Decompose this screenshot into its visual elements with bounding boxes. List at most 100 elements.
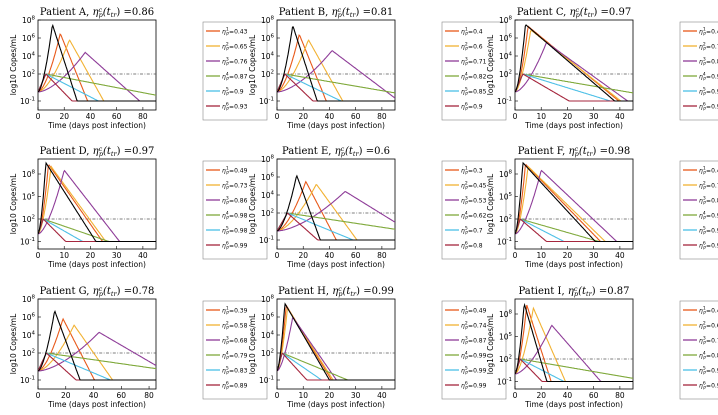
- legend-sup: 6: [465, 102, 468, 108]
- title-ttr-sub: tr: [111, 11, 118, 19]
- legend-label: η4 p=0.98: [222, 211, 248, 221]
- y-tick-base: 10: [259, 376, 269, 385]
- legend-sup: 2: [226, 321, 229, 327]
- title-ttr-sub: tr: [586, 290, 593, 298]
- legend-box: [679, 160, 718, 260]
- panel-title: Patient H, ηc p(ttr) =0.99: [278, 285, 394, 298]
- y-axis-label: log10 Copes/mL: [9, 313, 18, 374]
- legend-sup: 1: [226, 166, 229, 172]
- x-axis-label: Time (days post infection): [47, 400, 146, 409]
- x-tick-label: 20: [298, 112, 308, 121]
- legend-eta: η: [222, 243, 226, 250]
- legend-sup: 1: [465, 166, 468, 172]
- legend-value: =0.71: [468, 59, 487, 66]
- series-4-line: [277, 73, 395, 94]
- legend-sup: 6: [703, 381, 706, 387]
- legend-box: [679, 300, 718, 400]
- legend-label: η3 p=0.87: [461, 336, 487, 346]
- x-tick-label: 30: [589, 112, 599, 121]
- y-tick-base: 10: [261, 349, 271, 358]
- y-tick-base: 10: [22, 34, 32, 43]
- legend-sup: 1: [226, 27, 229, 33]
- legend-sup: 3: [465, 57, 468, 63]
- y-tick-base: 10: [20, 97, 30, 106]
- title-value: ) =0.86: [116, 7, 154, 18]
- x-tick-label: 80: [377, 112, 387, 121]
- y-tick-base: 10: [22, 170, 32, 179]
- title-ttr-sub: tr: [587, 150, 594, 158]
- x-tick-label: 80: [615, 391, 625, 400]
- legend-sup: 6: [465, 381, 468, 387]
- x-tick-label: 40: [138, 251, 148, 260]
- legend-value: =0.76: [229, 59, 248, 66]
- y-tick-exp: 6: [271, 34, 275, 40]
- legend-sub: p: [702, 77, 706, 82]
- legend-value: =0.76: [706, 338, 718, 345]
- legend-eta: η: [461, 74, 465, 81]
- panel-title: Patient E, ηc p(ttr) =0.6: [282, 145, 390, 158]
- y-tick-base: 10: [22, 70, 32, 79]
- legend-sub: p: [702, 386, 706, 391]
- panel-c: Patient C, ηc p(ttr) =0.9710-110210410610…: [486, 6, 718, 130]
- legend-sub: p: [464, 356, 468, 361]
- legend-eta: η: [461, 104, 465, 111]
- legend-box: [202, 160, 268, 260]
- y-tick-label: 10-1: [20, 97, 35, 107]
- legend-sup: 2: [465, 42, 468, 48]
- y-tick-exp: 4: [509, 52, 513, 58]
- title-ttr-sub: tr: [588, 11, 595, 19]
- legend-sup: 1: [226, 306, 229, 312]
- baseline-line: [38, 23, 156, 102]
- legend-sup: 3: [703, 336, 706, 342]
- legend-sup: 5: [226, 366, 229, 372]
- legend-label: η5 p=0.83: [222, 366, 248, 376]
- y-tick-label: 104: [261, 331, 275, 341]
- legend-label: η3p=0.86: [699, 196, 718, 206]
- title-ttr-sub: tr: [350, 11, 357, 19]
- x-tick-label: 60: [351, 112, 361, 121]
- y-tick-base: 10: [22, 193, 32, 202]
- legend-value: =0.43: [229, 29, 248, 36]
- series-3-line: [277, 191, 395, 232]
- y-tick-base: 10: [261, 70, 271, 79]
- legend-eta: η: [699, 228, 703, 235]
- y-tick-exp: 2: [509, 355, 513, 361]
- legend-sub: p: [702, 171, 706, 176]
- x-axis-label: Time (days post infection): [47, 121, 146, 130]
- x-tick-label: 20: [325, 391, 335, 400]
- x-tick-label: 20: [536, 391, 546, 400]
- legend-sup: 2: [226, 42, 229, 48]
- title-eta-sup: c: [99, 285, 103, 293]
- y-tick-label: 108: [261, 155, 275, 165]
- panel-g: Patient G, ηc p(ttr) =0.7810-110210410610…: [9, 285, 268, 409]
- legend-sub: p: [464, 201, 468, 206]
- legend-sub: p: [225, 62, 229, 67]
- legend-label: η6p=0.93: [699, 381, 718, 391]
- y-tick-label: 106: [261, 34, 275, 44]
- title-ttr: (t: [103, 7, 112, 18]
- legend-label: η4p=0.96: [699, 211, 718, 221]
- x-tick-label: 0: [513, 251, 518, 260]
- legend-eta: η: [461, 323, 465, 330]
- legend-value: =0.73: [706, 183, 718, 190]
- x-tick-label: 40: [86, 112, 96, 121]
- series-4-line: [38, 352, 156, 372]
- legend-eta: η: [461, 168, 465, 175]
- y-tick-label: 102: [499, 355, 512, 365]
- legend-sup: 1: [703, 306, 706, 312]
- legend-sup: 2: [465, 181, 468, 187]
- y-tick-label: 102: [261, 70, 274, 80]
- y-tick-label: 10-1: [497, 377, 512, 387]
- x-tick-label: 0: [275, 112, 280, 121]
- title-ttr: (t: [580, 7, 589, 18]
- legend-sub: p: [464, 77, 468, 82]
- legend-sub: p: [702, 246, 706, 251]
- x-tick-label: 40: [89, 391, 99, 400]
- y-tick-exp: -1: [269, 376, 274, 382]
- legend-value: =0.99: [468, 368, 487, 375]
- y-tick-base: 10: [261, 16, 271, 25]
- legend-eta: η: [699, 383, 703, 390]
- legend-sup: 3: [226, 196, 229, 202]
